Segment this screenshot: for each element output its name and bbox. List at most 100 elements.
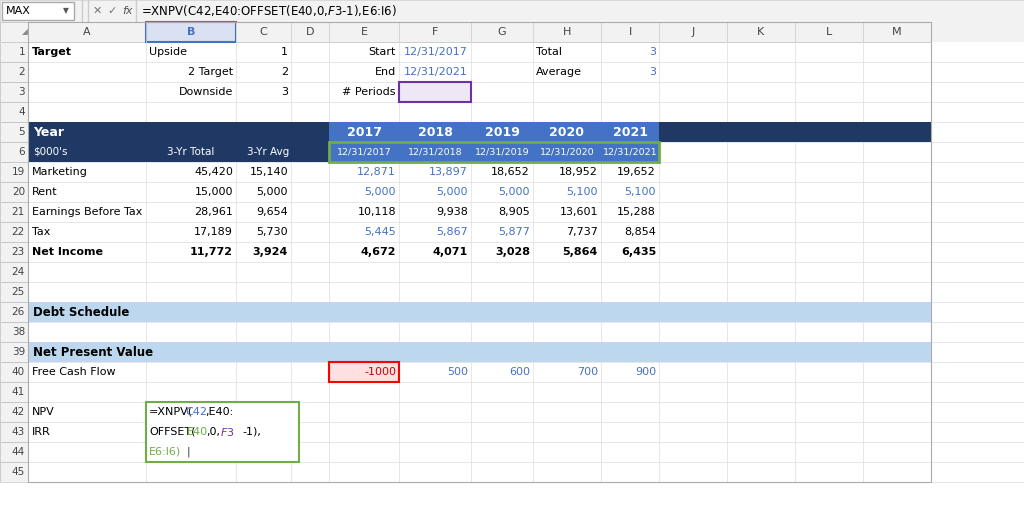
- Text: Total: Total: [536, 47, 562, 57]
- Text: Rent: Rent: [32, 187, 57, 197]
- Text: 9,654: 9,654: [256, 207, 288, 217]
- Text: 2019: 2019: [484, 126, 519, 139]
- Text: 5,867: 5,867: [436, 227, 468, 237]
- Text: 5,877: 5,877: [498, 227, 530, 237]
- Bar: [0, 82, 28, 102]
- Bar: [659, 22, 727, 42]
- Bar: [0, 242, 1024, 262]
- Text: End: End: [375, 67, 396, 77]
- Text: Free Cash Flow: Free Cash Flow: [32, 367, 116, 377]
- Bar: [236, 22, 291, 42]
- Text: 6,435: 6,435: [621, 247, 656, 257]
- Bar: [0, 222, 28, 242]
- Text: 9,938: 9,938: [436, 207, 468, 217]
- Bar: [0, 422, 1024, 442]
- Text: H: H: [563, 27, 571, 37]
- Bar: [0, 302, 28, 322]
- Text: 12/31/2021: 12/31/2021: [404, 67, 468, 77]
- Text: 13,897: 13,897: [429, 167, 468, 177]
- Text: 39: 39: [11, 347, 25, 357]
- Text: 3,924: 3,924: [253, 247, 288, 257]
- Text: ✕: ✕: [93, 6, 102, 16]
- Bar: [0, 22, 28, 42]
- Text: ,0,: ,0,: [206, 427, 220, 437]
- Text: 10,118: 10,118: [357, 207, 396, 217]
- Bar: [0, 402, 28, 422]
- Text: 2021: 2021: [612, 126, 647, 139]
- Text: 12/31/2020: 12/31/2020: [540, 147, 594, 157]
- Bar: [0, 182, 1024, 202]
- Bar: [0, 62, 1024, 82]
- Text: -1000: -1000: [364, 367, 396, 377]
- Text: 3-Yr Total: 3-Yr Total: [167, 147, 215, 157]
- Text: 12/31/2021: 12/31/2021: [603, 147, 657, 157]
- Bar: [0, 102, 28, 122]
- Text: Downside: Downside: [178, 87, 233, 97]
- Text: 4,672: 4,672: [360, 247, 396, 257]
- Text: 15,288: 15,288: [617, 207, 656, 217]
- Bar: [0, 462, 1024, 482]
- Text: 3-Yr Avg: 3-Yr Avg: [248, 147, 290, 157]
- Bar: [795, 22, 863, 42]
- Bar: [0, 202, 28, 222]
- Text: 18,652: 18,652: [492, 167, 530, 177]
- Text: 1: 1: [281, 47, 288, 57]
- Text: 2: 2: [18, 67, 25, 77]
- Text: Year: Year: [33, 126, 63, 139]
- Text: 17,189: 17,189: [195, 227, 233, 237]
- Bar: [0, 422, 28, 442]
- Text: A: A: [83, 27, 91, 37]
- Bar: [2, 2, 74, 20]
- Text: =XNPV(C42,E40:OFFSET(E40,0,$F$3-1),E6:I6): =XNPV(C42,E40:OFFSET(E40,0,$F$3-1),E6:I6…: [141, 4, 397, 19]
- Text: 21: 21: [11, 207, 25, 217]
- Text: 45,420: 45,420: [195, 167, 233, 177]
- Bar: [0, 262, 1024, 282]
- Text: 20: 20: [12, 187, 25, 197]
- Bar: [329, 142, 659, 162]
- Text: 12/31/2019: 12/31/2019: [475, 147, 529, 157]
- Bar: [28, 22, 146, 42]
- Bar: [0, 122, 28, 142]
- Text: 19,652: 19,652: [617, 167, 656, 177]
- Text: IRR: IRR: [32, 427, 51, 437]
- Bar: [0, 442, 1024, 462]
- Text: 24: 24: [11, 267, 25, 277]
- Bar: [0, 382, 28, 402]
- Bar: [28, 302, 931, 322]
- Text: Net Present Value: Net Present Value: [33, 345, 154, 358]
- Bar: [0, 22, 1024, 42]
- Bar: [28, 342, 931, 362]
- Bar: [0, 42, 1024, 62]
- Text: 11,772: 11,772: [190, 247, 233, 257]
- Text: E40: E40: [187, 427, 208, 437]
- Bar: [0, 142, 28, 162]
- Bar: [0, 302, 1024, 322]
- Text: 38: 38: [11, 327, 25, 337]
- Text: 1: 1: [18, 47, 25, 57]
- Text: 2017: 2017: [346, 126, 382, 139]
- Bar: [0, 102, 1024, 122]
- Text: 44: 44: [11, 447, 25, 457]
- Text: B: B: [186, 27, 196, 37]
- Bar: [863, 22, 931, 42]
- Bar: [0, 82, 1024, 102]
- Text: C42: C42: [185, 407, 207, 417]
- Text: 28,961: 28,961: [195, 207, 233, 217]
- Text: 600: 600: [509, 367, 530, 377]
- Bar: [0, 442, 28, 462]
- Text: C: C: [260, 27, 267, 37]
- Bar: [0, 162, 1024, 182]
- Text: 15,140: 15,140: [250, 167, 288, 177]
- Text: 3: 3: [18, 87, 25, 97]
- Text: Tax: Tax: [32, 227, 50, 237]
- Text: 3: 3: [649, 67, 656, 77]
- Bar: [0, 382, 1024, 402]
- Bar: [329, 142, 659, 162]
- Bar: [146, 22, 236, 42]
- Text: 8,854: 8,854: [624, 227, 656, 237]
- Bar: [0, 322, 28, 342]
- Text: 12,871: 12,871: [357, 167, 396, 177]
- Text: ,E40:: ,E40:: [205, 407, 233, 417]
- Bar: [0, 162, 28, 182]
- Text: 900: 900: [635, 367, 656, 377]
